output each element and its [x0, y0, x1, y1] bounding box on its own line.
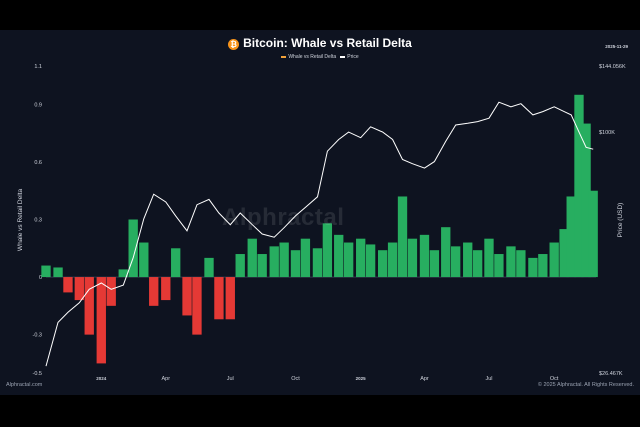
delta-bar [463, 242, 473, 278]
y-right-tick-label: $100K [599, 130, 615, 136]
x-tick-label: 2025 [356, 376, 367, 381]
delta-bar [171, 248, 181, 278]
y-left-tick-label: -0.3 [33, 333, 42, 339]
chart-panel [0, 30, 640, 395]
delta-bar [356, 238, 366, 278]
legend-item-price[interactable]: Price [347, 54, 359, 60]
chart-title-container: ₿ Bitcoin: Whale vs Retail Delta [0, 36, 640, 50]
chart-date: 2025-11-29 [605, 44, 628, 49]
x-tick-label: 2024 [96, 376, 107, 381]
delta-bar [588, 190, 598, 278]
x-tick-label: Oct [291, 376, 300, 382]
delta-bar [377, 250, 388, 278]
legend-item-delta[interactable]: Whale vs Retail Delta [288, 54, 337, 60]
delta-bar [407, 238, 418, 278]
delta-bar [494, 254, 504, 278]
y-right-tick-label: $26.467K [599, 371, 623, 377]
delta-bar [96, 277, 106, 364]
bitcoin-icon: ₿ [228, 39, 240, 50]
delta-bar [397, 196, 408, 278]
delta-bar [63, 277, 73, 293]
delta-bar [549, 242, 559, 278]
delta-bar [506, 246, 516, 278]
delta-bar [128, 219, 138, 278]
y-left-tick-label: 1.1 [34, 64, 42, 70]
delta-bar [429, 250, 440, 278]
delta-bar [225, 277, 235, 320]
delta-bar [214, 277, 224, 320]
chart-canvas: 1.1 0.9 0.6 0.3 0 -0.3 -0.5 $144.056K $100K $26.4… [17, 64, 626, 382]
delta-bar [450, 246, 461, 278]
y-left-tick-label: 0.3 [34, 218, 42, 224]
delta-bar [312, 248, 323, 278]
x-tick-label: Apr [420, 376, 429, 382]
delta-bar [139, 242, 149, 278]
y-left-tick-label: 0 [39, 275, 42, 281]
y-left-tick-label: 0.9 [34, 102, 42, 108]
x-tick-label: Oct [550, 376, 559, 382]
x-tick-label: Jul [227, 376, 234, 382]
y-right-axis-label: Price (USD) [617, 203, 624, 238]
delta-bar [53, 267, 63, 278]
delta-bar [204, 257, 214, 278]
delta-bar [419, 234, 430, 278]
delta-bar [74, 277, 84, 301]
delta-bar [472, 250, 483, 278]
delta-bar [84, 277, 94, 335]
delta-bar [106, 277, 116, 306]
delta-bar [257, 254, 267, 278]
delta-bar [559, 229, 569, 278]
delta-bar [387, 242, 398, 278]
delta-bar [516, 250, 526, 278]
delta-bar [118, 269, 128, 278]
delta-bar [247, 238, 257, 278]
delta-bar [581, 123, 591, 278]
watermark-logo: Alphractal [222, 204, 345, 231]
chart-title: Bitcoin: Whale vs Retail Delta [243, 36, 412, 50]
y-right-tick-label: $144.056K [599, 64, 626, 70]
y-left-axis-label: Whale vs Retail Delta [17, 189, 24, 252]
delta-bar [528, 257, 538, 278]
delta-bar [161, 277, 171, 301]
x-tick-label: Jul [485, 376, 492, 382]
delta-bar [343, 242, 354, 278]
x-tick-label: Apr [161, 376, 170, 382]
delta-bar [334, 234, 344, 278]
delta-bar [149, 277, 159, 306]
delta-bar [41, 265, 51, 278]
delta-bar [566, 196, 576, 278]
delta-bar [290, 250, 301, 278]
price-line [45, 101, 594, 367]
delta-bar [322, 223, 333, 278]
delta-bar [365, 244, 376, 278]
delta-bar [269, 246, 279, 278]
delta-bar [192, 277, 202, 335]
delta-bar [538, 254, 548, 278]
legend-swatch-price [340, 55, 346, 58]
legend-swatch-delta [281, 55, 287, 58]
footer-copyright: © 2025 Alphractal. All Rights Reserved. [537, 382, 634, 388]
delta-bar [182, 277, 192, 316]
delta-bar [300, 238, 311, 278]
y-left-tick-label: 0.6 [34, 160, 42, 166]
footer-source: Alphractal.com [6, 382, 43, 388]
delta-bar [574, 94, 584, 278]
delta-bar [441, 227, 451, 278]
delta-bar [279, 242, 289, 278]
y-left-tick-label: -0.5 [33, 371, 42, 377]
delta-bar [484, 238, 494, 278]
delta-bar [235, 254, 245, 278]
legend: Whale vs Retail Delta Price [0, 54, 640, 60]
